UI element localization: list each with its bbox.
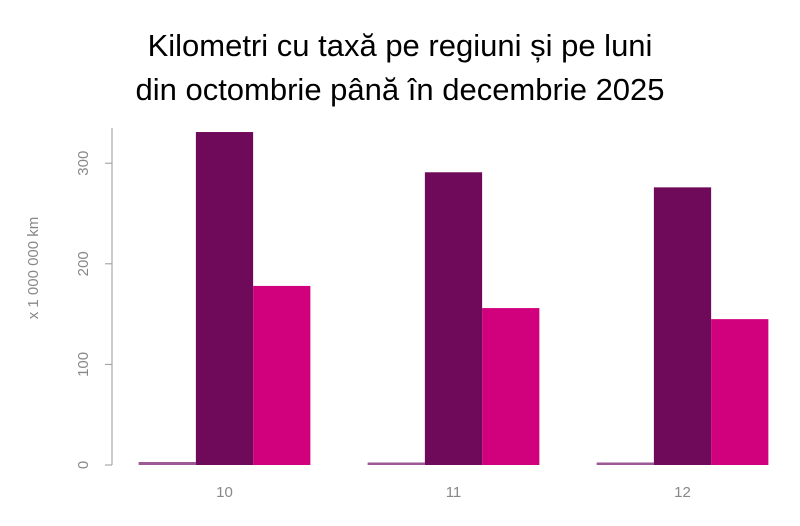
y-tick-label: 0 [75, 461, 92, 469]
chart-title: din octombrie până în decembrie 2025 [135, 72, 664, 107]
bar [367, 462, 425, 465]
chart-title: Kilometri cu taxă pe regiuni și pe luni [148, 28, 653, 63]
bar [653, 187, 712, 465]
bar [424, 172, 483, 465]
y-axis-label: x 1 000 000 km [25, 217, 42, 320]
bar [711, 319, 769, 465]
y-tick-label: 200 [75, 251, 92, 276]
bar [482, 308, 540, 465]
bar [596, 462, 654, 465]
x-tick-label: 12 [674, 484, 691, 501]
y-tick-label: 100 [75, 352, 92, 377]
bar [195, 132, 254, 466]
bar [253, 285, 311, 465]
x-tick-label: 11 [446, 484, 462, 501]
x-tick-label: 10 [216, 484, 233, 501]
y-tick-label: 300 [75, 151, 92, 176]
bar [138, 461, 196, 465]
